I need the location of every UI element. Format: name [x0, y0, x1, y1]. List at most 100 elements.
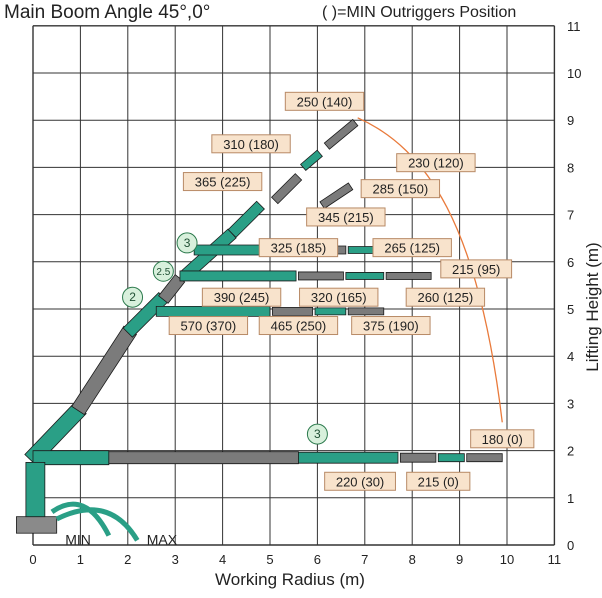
load-label: 345 (215) — [318, 210, 374, 225]
load-label-box — [324, 471, 396, 491]
load-label: 365 (225) — [195, 175, 251, 190]
load-label-box — [405, 287, 486, 307]
x-axis-label: Working Radius (m) — [215, 570, 365, 589]
load-label: 465 (250) — [271, 319, 327, 334]
load-label: 250 (140) — [297, 94, 353, 109]
x-tick-label: 8 — [409, 552, 416, 567]
load-labels: 250 (140) 310 (180) 230 (120) 365 (225) 285 … — [168, 91, 535, 491]
load-label-box — [396, 153, 476, 173]
load-label-box — [440, 259, 513, 279]
y-tick-label: 1 — [567, 491, 574, 506]
load-label-box — [182, 172, 263, 192]
x-tick-label: 1 — [77, 552, 84, 567]
load-label-box — [351, 316, 431, 336]
load-label: 220 (30) — [336, 474, 384, 489]
boom-drawing — [24, 118, 503, 467]
outrigger-max-label: MAX — [147, 531, 178, 547]
jib-section-1 — [270, 173, 303, 205]
base-boom-section-1 — [32, 450, 110, 466]
x-tick-label: 11 — [548, 552, 562, 567]
load-label: 390 (245) — [214, 290, 270, 305]
y-tick-label: 6 — [567, 255, 574, 270]
load-label-box — [299, 287, 379, 307]
load-label-box — [306, 207, 386, 227]
outrigger-note: ( )=MIN Outriggers Position — [322, 4, 517, 21]
x-tick-label: 3 — [172, 552, 179, 567]
crane-base: MIN MAX — [16, 461, 178, 547]
load-label-box — [258, 316, 339, 336]
section-badge — [152, 260, 174, 282]
y-tick-label: 2 — [567, 444, 574, 459]
horizontal-jib-mid-1 — [298, 271, 344, 281]
load-label-box — [470, 429, 535, 449]
y-tick-label: 0 — [567, 538, 574, 553]
load-label: 375 (190) — [363, 319, 419, 334]
load-label-box — [258, 238, 339, 258]
base-boom-section-5 — [437, 453, 465, 463]
y-tick-label: 3 — [567, 396, 574, 411]
boom-section-2 — [71, 325, 138, 416]
x-tick-label: 5 — [266, 552, 273, 567]
y-tick-label: 5 — [567, 302, 574, 317]
x-tick-label: 9 — [456, 552, 463, 567]
load-label-box — [168, 316, 249, 336]
horizontal-boom-mid — [179, 270, 297, 282]
horizontal-jib-mid-3 — [385, 272, 432, 280]
load-label: 260 (125) — [418, 290, 474, 305]
y-tick-label: 7 — [567, 208, 574, 223]
load-label: 230 (120) — [408, 156, 464, 171]
section-badge-text: 3 — [184, 236, 191, 250]
section-badges: 2 2.5 3 3 — [122, 232, 328, 445]
boom-section-6 — [227, 200, 265, 238]
load-label-box — [284, 91, 365, 111]
x-tick-label: 4 — [219, 552, 226, 567]
crane-column — [25, 461, 46, 518]
y-tick-label: 4 — [567, 349, 574, 364]
y-tick-label: 8 — [567, 160, 574, 175]
load-label-box — [372, 238, 452, 258]
y-tick-label: 9 — [567, 113, 574, 128]
axis-ticks: 0 1 2 3 4 5 6 7 8 9 10 11 0 1 2 3 4 5 6 7 8 9 10 11 — [29, 19, 581, 567]
load-label-box — [201, 287, 282, 307]
section-badge-text: 3 — [314, 427, 321, 441]
base-boom-section-4 — [399, 452, 437, 463]
base-boom-section-6 — [466, 453, 503, 463]
horizontal-jib-low-3 — [347, 307, 385, 316]
load-label-box — [211, 134, 291, 154]
outrigger-min-label: MIN — [65, 531, 91, 547]
y-axis-label: Lifting Height (m) — [583, 242, 602, 372]
load-label-box — [360, 179, 441, 199]
x-tick-label: 2 — [124, 552, 131, 567]
envelope-curve-line — [357, 117, 503, 423]
chart-title: Main Boom Angle 45°,0° — [4, 2, 211, 23]
load-label: 325 (185) — [271, 241, 327, 256]
load-label: 215 (0) — [418, 474, 459, 489]
horizontal-boom-low — [155, 305, 271, 317]
boom-section-4 — [158, 274, 186, 304]
jib-section-3 — [323, 118, 359, 150]
jib-section-2 — [300, 149, 323, 172]
load-label: 570 (370) — [181, 319, 237, 334]
section-badge — [122, 286, 144, 308]
base-boom-section-2 — [108, 451, 299, 465]
jib-section-4 — [319, 182, 354, 210]
section-badge — [176, 232, 198, 254]
load-label: 265 (125) — [384, 241, 440, 256]
load-label: 215 (95) — [452, 262, 500, 277]
load-label-box — [406, 471, 471, 491]
section-badge-text: 2.5 — [156, 267, 170, 278]
x-tick-label: 6 — [314, 552, 321, 567]
horizontal-jib-low-1 — [271, 306, 314, 316]
y-tick-label: 11 — [567, 19, 581, 34]
load-label: 285 (150) — [373, 182, 429, 197]
load-label: 180 (0) — [482, 432, 523, 447]
horizontal-jib-low-2 — [314, 307, 347, 316]
x-tick-label: 10 — [500, 552, 514, 567]
base-boom-section-3 — [298, 451, 399, 464]
load-label: 310 (180) — [223, 137, 279, 152]
y-tick-label: 10 — [567, 66, 581, 81]
section-badge — [306, 423, 328, 445]
x-tick-label: 0 — [29, 552, 36, 567]
